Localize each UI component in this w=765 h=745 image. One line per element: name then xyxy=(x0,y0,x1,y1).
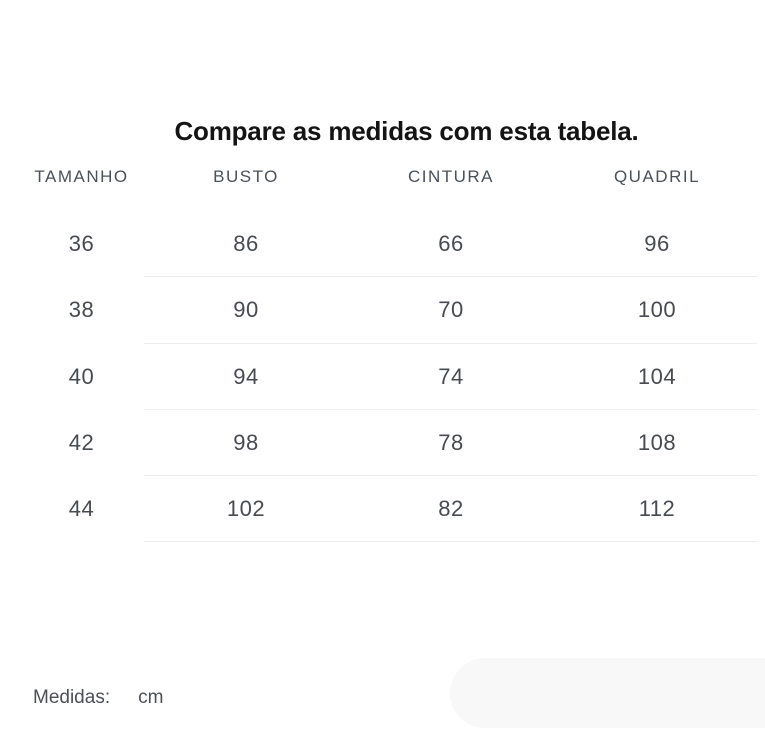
column-header-busto: BUSTO xyxy=(213,166,279,186)
table-header-row: TAMANHO BUSTO CINTURA QUADRIL xyxy=(0,159,765,194)
measures-footer: Medidas: cm xyxy=(0,687,765,709)
table-cell: 96 xyxy=(644,231,670,257)
table-cell: 66 xyxy=(438,231,464,257)
table-cell: 108 xyxy=(637,430,677,456)
table-cell: 44 xyxy=(68,496,95,522)
row-divider xyxy=(144,475,757,477)
table-row: 44 102 82 112 xyxy=(0,476,765,543)
table-cell: 42 xyxy=(68,430,95,456)
table-cell: 70 xyxy=(438,297,464,323)
table-row: 40 94 74 104 xyxy=(0,344,765,410)
row-divider xyxy=(144,408,757,410)
table-cell: 90 xyxy=(233,297,259,323)
table-cell: 74 xyxy=(438,363,464,389)
table-body: 36 86 66 96 38 90 70 100 40 94 74 104 42 98 78 108 44 102… xyxy=(0,211,765,543)
table-cell: 36 xyxy=(68,231,95,257)
table-cell: 98 xyxy=(233,430,259,456)
column-header-cintura: CINTURA xyxy=(407,166,495,186)
row-divider xyxy=(144,541,757,543)
table-row: 38 90 70 100 xyxy=(0,277,765,344)
table-cell: 40 xyxy=(68,363,95,389)
table-cell: 100 xyxy=(637,297,677,323)
measures-unit: cm xyxy=(138,687,164,709)
table-row: 42 98 78 108 xyxy=(0,410,765,477)
row-divider xyxy=(144,276,757,278)
table-cell: 86 xyxy=(233,231,259,257)
table-cell: 94 xyxy=(233,363,259,389)
measures-label: Medidas: xyxy=(33,687,111,709)
table-cell: 78 xyxy=(438,430,464,456)
table-cell: 82 xyxy=(438,496,464,522)
column-header-quadril: QUADRIL xyxy=(613,166,701,186)
size-table: TAMANHO BUSTO CINTURA QUADRIL 36 86 66 96 38 90 7… xyxy=(0,159,765,543)
table-cell: 104 xyxy=(637,363,677,389)
decorative-pill xyxy=(450,658,765,728)
page-title: Compare as medidas com esta tabela. xyxy=(174,116,639,146)
table-cell: 112 xyxy=(638,496,676,522)
table-row: 36 86 66 96 xyxy=(0,211,765,278)
table-cell: 38 xyxy=(68,297,95,323)
table-cell: 102 xyxy=(226,496,266,522)
column-header-tamanho: TAMANHO xyxy=(34,166,129,186)
row-divider xyxy=(144,342,757,344)
